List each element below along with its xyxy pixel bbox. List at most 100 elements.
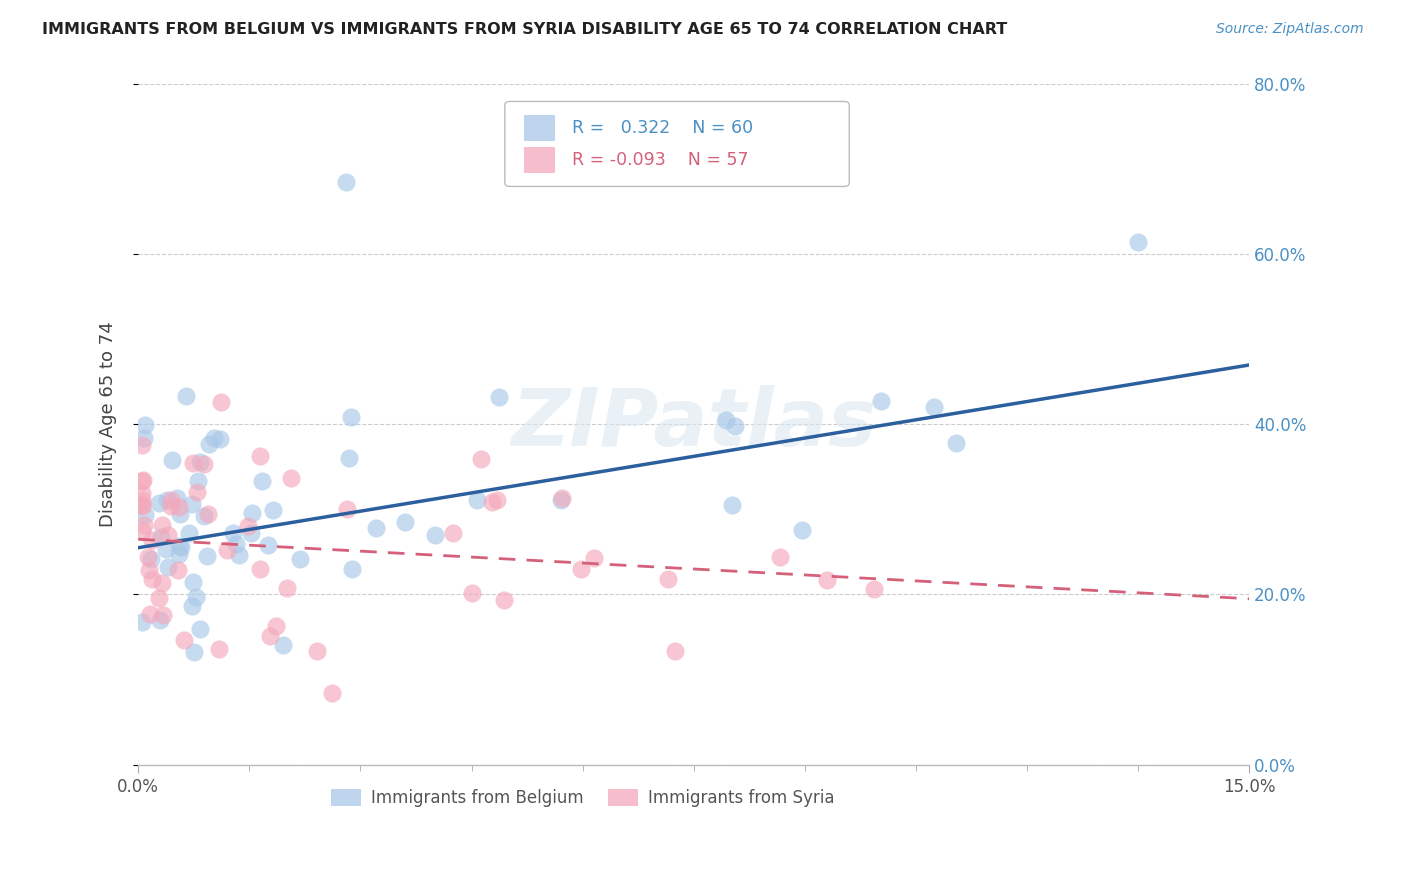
Point: [488, 390, 510, 404]
Point: [188, 454, 211, 468]
Point: [180, 497, 202, 511]
Point: [131, 475, 153, 489]
Point: [150, 517, 173, 532]
Point: [148, 496, 170, 510]
Point: [160, 499, 183, 513]
Point: [169, 539, 191, 553]
Point: [136, 549, 159, 564]
Point: [242, 506, 264, 520]
FancyBboxPatch shape: [524, 147, 555, 173]
Point: [460, 586, 482, 600]
Point: [792, 524, 814, 538]
Point: [150, 575, 173, 590]
Point: [167, 547, 190, 561]
Point: [240, 525, 263, 540]
Point: [441, 525, 464, 540]
Point: [183, 645, 205, 659]
Point: [160, 492, 183, 507]
Point: [131, 499, 153, 513]
Point: [870, 393, 893, 408]
Text: IMMIGRANTS FROM BELGIUM VS IMMIGRANTS FROM SYRIA DISABILITY AGE 65 TO 74 CORRELA: IMMIGRANTS FROM BELGIUM VS IMMIGRANTS FR…: [42, 22, 1008, 37]
Point: [134, 508, 156, 522]
Point: [179, 525, 201, 540]
Point: [188, 622, 211, 636]
Point: [276, 581, 298, 595]
Point: [336, 502, 359, 516]
Point: [193, 457, 215, 471]
Point: [249, 562, 271, 576]
Point: [862, 582, 884, 597]
Point: [307, 644, 329, 658]
Point: [222, 525, 245, 540]
Point: [250, 474, 273, 488]
Point: [141, 572, 163, 586]
Point: [288, 551, 311, 566]
Point: [173, 632, 195, 647]
Point: [131, 493, 153, 508]
FancyBboxPatch shape: [505, 102, 849, 186]
Point: [280, 471, 302, 485]
Point: [366, 521, 388, 535]
Point: [769, 550, 792, 565]
Point: [494, 592, 516, 607]
Point: [236, 519, 259, 533]
Point: [131, 498, 153, 512]
Point: [470, 452, 492, 467]
Point: [131, 524, 153, 539]
Point: [198, 437, 221, 451]
Point: [550, 492, 572, 507]
Point: [335, 175, 357, 189]
Point: [1128, 235, 1150, 249]
Point: [723, 418, 745, 433]
Point: [922, 400, 945, 414]
Point: [481, 494, 503, 508]
Point: [174, 389, 197, 403]
Point: [225, 537, 247, 551]
Y-axis label: Disability Age 65 to 74: Disability Age 65 to 74: [100, 322, 117, 527]
Point: [134, 431, 156, 445]
Point: [195, 549, 218, 564]
Point: [131, 438, 153, 452]
Point: [139, 552, 162, 566]
Point: [257, 538, 280, 552]
Point: [132, 473, 155, 487]
Point: [271, 639, 294, 653]
Point: [259, 629, 281, 643]
Point: [425, 528, 447, 542]
Point: [337, 450, 360, 465]
Point: [141, 533, 163, 547]
Point: [202, 431, 225, 445]
Point: [215, 542, 238, 557]
Point: [193, 508, 215, 523]
Point: [208, 432, 231, 446]
Text: R = -0.093    N = 57: R = -0.093 N = 57: [571, 151, 748, 169]
Point: [167, 563, 190, 577]
Point: [197, 508, 219, 522]
Point: [160, 452, 183, 467]
Point: [582, 551, 605, 566]
Point: [945, 436, 967, 450]
Point: [156, 493, 179, 508]
Text: Source: ZipAtlas.com: Source: ZipAtlas.com: [1216, 22, 1364, 37]
Point: [132, 518, 155, 533]
Point: [181, 574, 204, 589]
Point: [150, 530, 173, 544]
Point: [209, 395, 232, 409]
Point: [321, 686, 343, 700]
Point: [181, 456, 204, 470]
Point: [815, 573, 838, 587]
Point: [266, 619, 288, 633]
Point: [249, 449, 271, 463]
Text: ZIPatlas: ZIPatlas: [512, 385, 876, 464]
Point: [340, 409, 363, 424]
Point: [157, 560, 180, 574]
Point: [187, 474, 209, 488]
Legend: Immigrants from Belgium, Immigrants from Syria: Immigrants from Belgium, Immigrants from…: [323, 782, 841, 814]
Point: [169, 508, 191, 522]
Point: [657, 572, 679, 586]
Point: [170, 540, 193, 554]
Point: [156, 527, 179, 541]
Point: [262, 503, 284, 517]
Point: [148, 591, 170, 606]
Point: [134, 417, 156, 432]
